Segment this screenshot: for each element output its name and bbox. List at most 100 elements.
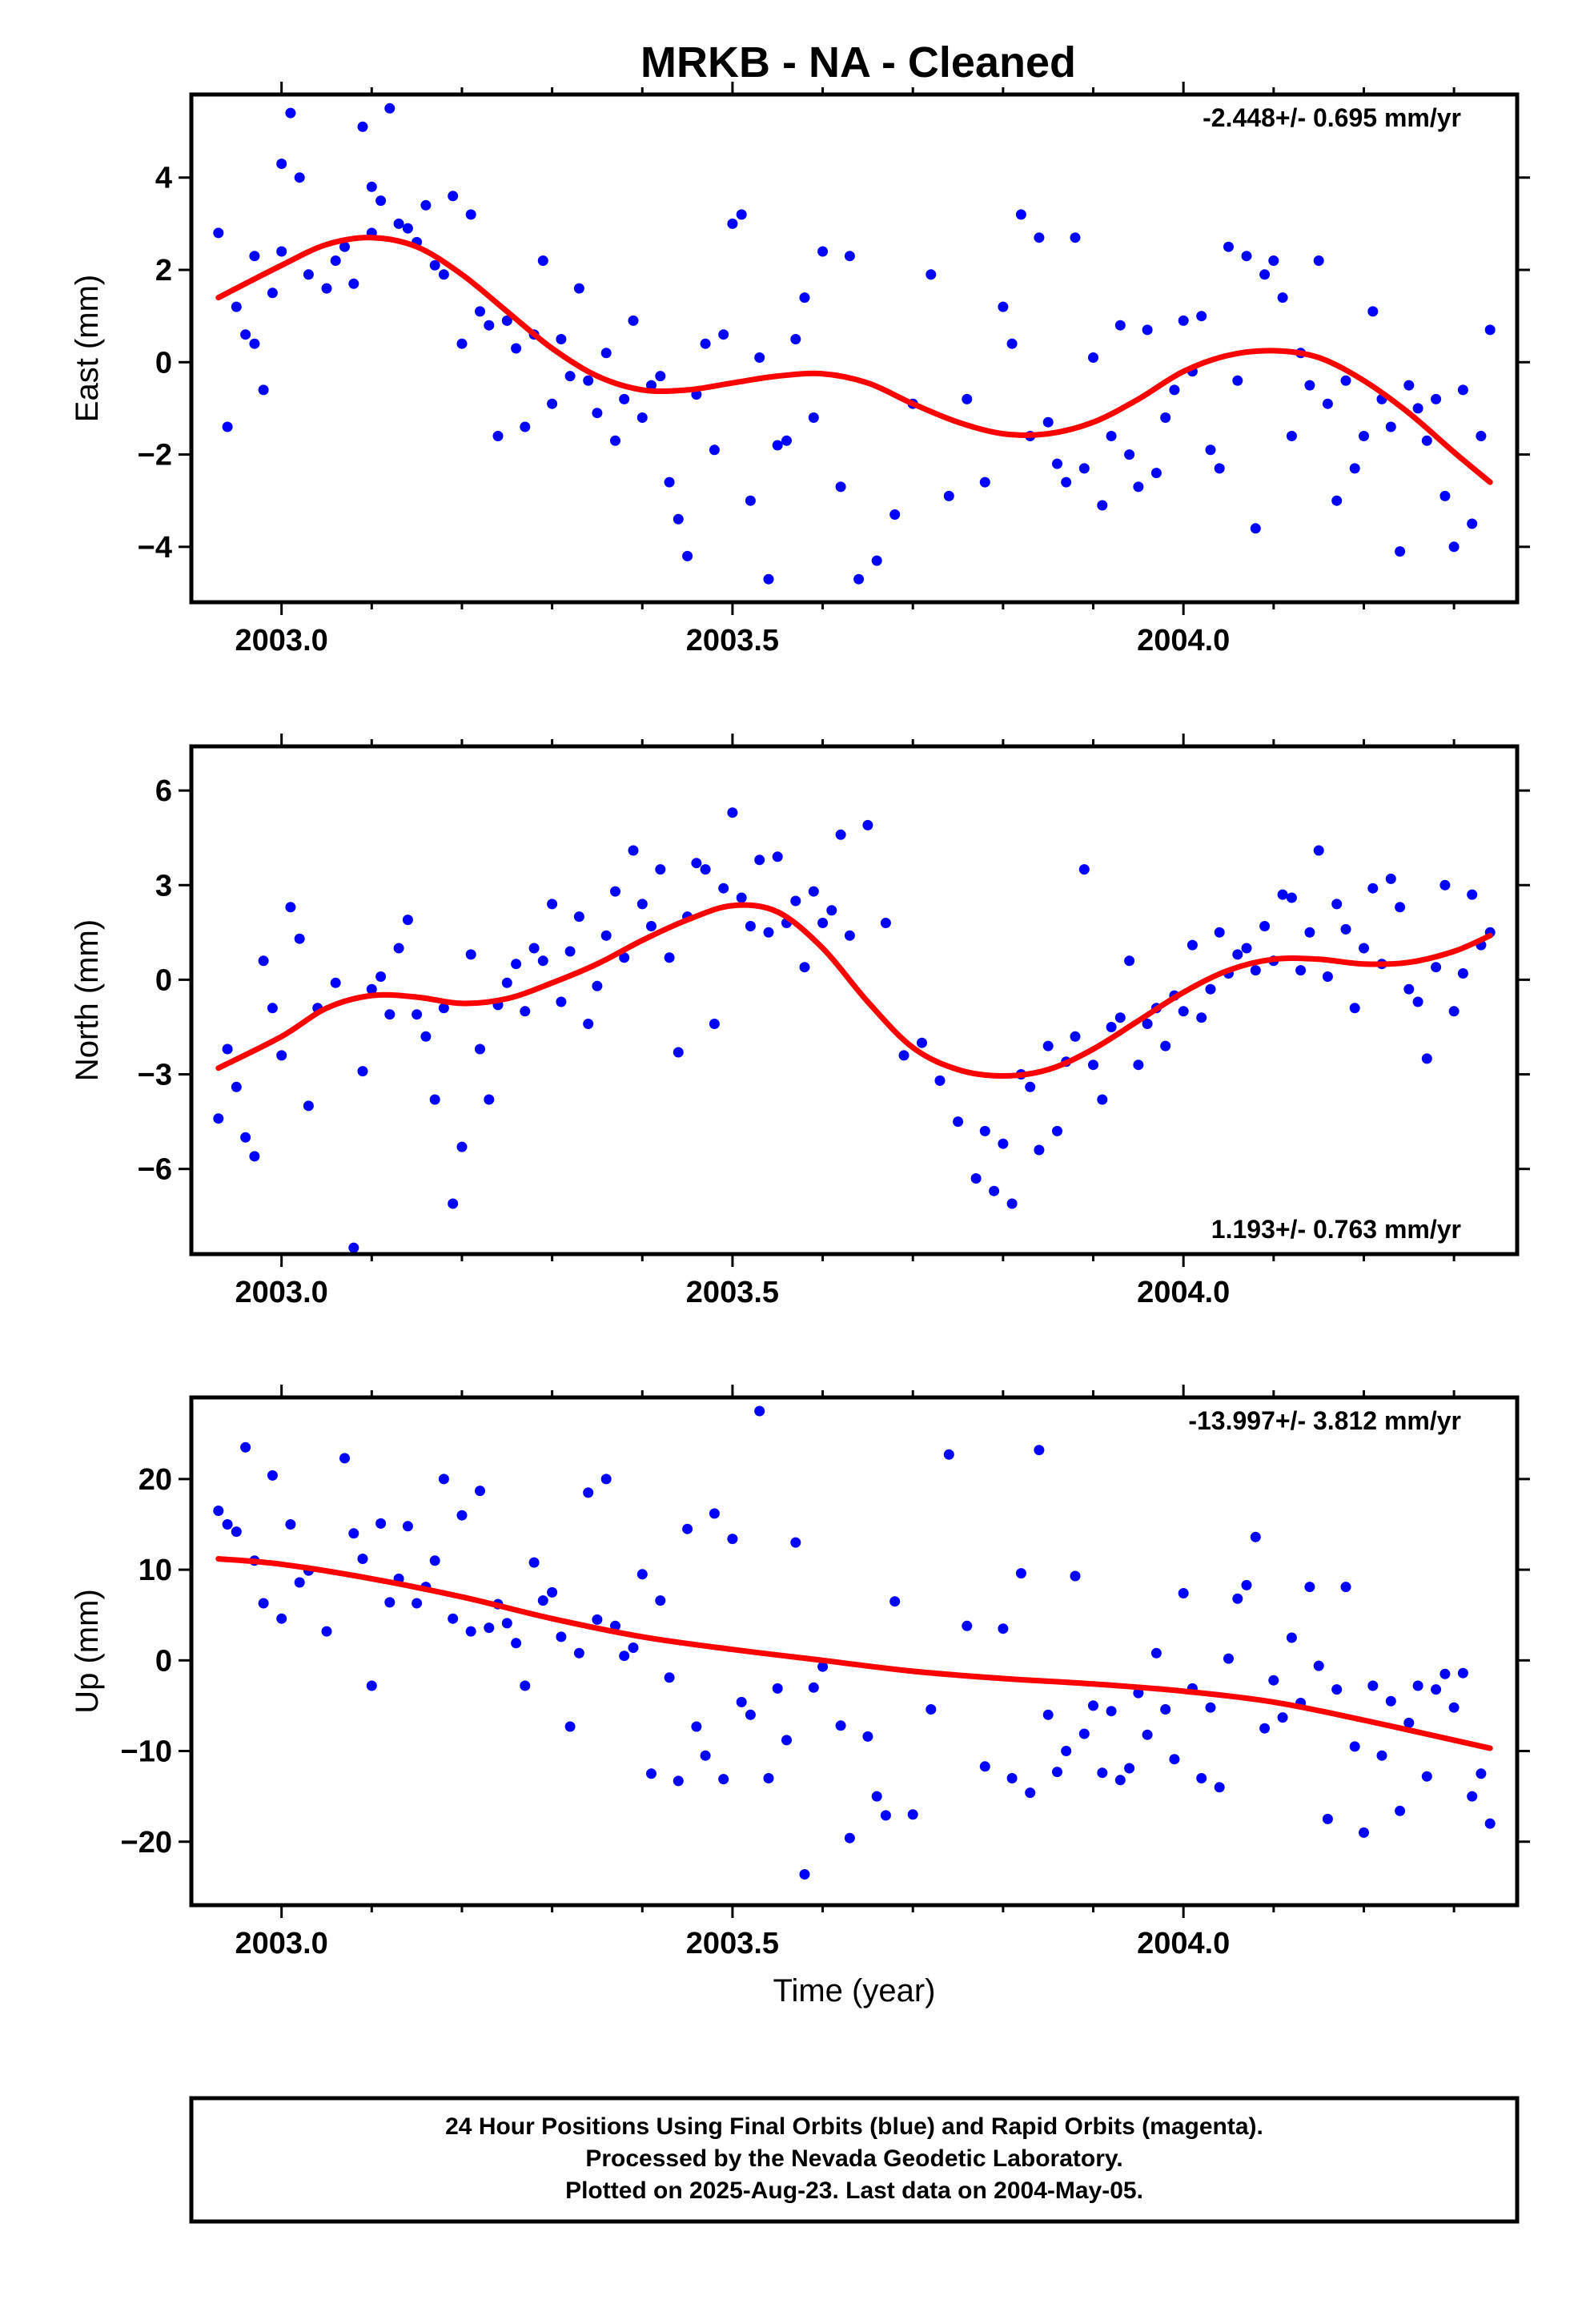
data-point <box>1214 927 1225 938</box>
x-tick-label: 2003.5 <box>686 624 779 657</box>
data-point <box>943 490 954 501</box>
data-point <box>673 1775 684 1787</box>
data-point <box>592 408 603 419</box>
data-point <box>537 955 548 967</box>
data-point <box>429 1555 440 1566</box>
x-tick-label: 2003.5 <box>686 1276 779 1309</box>
y-tick-label: −3 <box>138 1059 172 1092</box>
data-point <box>600 930 612 941</box>
data-point <box>628 315 639 326</box>
data-point <box>655 371 666 382</box>
data-point <box>384 1597 396 1608</box>
data-point <box>357 121 368 132</box>
data-point <box>475 1043 485 1055</box>
data-point <box>564 371 576 382</box>
data-point <box>808 886 819 897</box>
data-point <box>1457 384 1468 396</box>
data-point <box>438 1003 449 1014</box>
data-point <box>267 287 278 299</box>
data-point <box>1025 1787 1036 1799</box>
data-point <box>1106 1706 1117 1717</box>
data-point <box>1052 1125 1062 1136</box>
data-point <box>1196 1012 1207 1023</box>
data-point <box>1006 338 1018 349</box>
data-point <box>1421 1053 1432 1064</box>
data-point <box>1088 1700 1098 1711</box>
data-point <box>943 1449 954 1460</box>
data-point <box>664 1672 675 1683</box>
y-axis-label: North (mm) <box>70 919 105 1081</box>
data-point <box>475 306 485 317</box>
main-title: MRKB - NA - Cleaned <box>640 38 1076 86</box>
data-point <box>285 1519 296 1530</box>
data-point <box>1006 1773 1018 1783</box>
data-point <box>754 854 765 866</box>
footer-line-1: 24 Hour Positions Using Final Orbits (bl… <box>445 2113 1263 2140</box>
data-point <box>1042 1040 1054 1051</box>
data-point <box>1232 949 1243 960</box>
data-point <box>1313 255 1324 266</box>
data-point <box>1124 449 1135 460</box>
rate-annotation: 1.193+/- 0.763 mm/yr <box>1211 1215 1461 1244</box>
data-point <box>880 918 891 928</box>
data-point <box>1259 269 1271 280</box>
data-point <box>610 435 620 446</box>
data-point <box>294 933 305 944</box>
data-point <box>222 1043 233 1055</box>
data-point <box>592 980 603 991</box>
data-point <box>1395 902 1406 913</box>
data-point <box>1322 1813 1333 1824</box>
data-point <box>646 921 656 931</box>
data-point <box>1385 873 1396 884</box>
data-point <box>448 1613 459 1624</box>
x-tick-label: 2004.0 <box>1137 1927 1230 1960</box>
data-point <box>1322 398 1333 409</box>
data-point <box>1214 463 1225 474</box>
data-point <box>962 393 973 404</box>
data-point <box>1250 523 1261 534</box>
footer-box: 24 Hour Positions Using Final Orbits (bl… <box>189 2096 1520 2224</box>
data-point <box>348 278 359 289</box>
y-tick-label: 20 <box>139 1463 172 1497</box>
data-point <box>745 1709 756 1720</box>
data-point <box>1250 965 1261 976</box>
data-point <box>790 895 801 907</box>
data-point <box>962 1620 973 1631</box>
fit-curve <box>215 1556 1493 1751</box>
plot-area <box>213 1405 1496 1880</box>
data-point <box>926 1704 937 1715</box>
data-point <box>348 1242 359 1253</box>
data-point <box>998 1138 1009 1149</box>
data-point <box>592 1614 603 1625</box>
y-tick-label: −6 <box>138 1153 172 1187</box>
data-point <box>979 476 990 488</box>
data-point <box>249 338 260 349</box>
x-tick-label: 2003.5 <box>686 1927 779 1960</box>
chart-panel-2: 2003.0 2003.5 2004.0 6 3 0 −3 −6 North (mm) 1.193… <box>70 734 1530 1309</box>
data-point <box>1015 1568 1026 1579</box>
data-point <box>456 338 468 349</box>
data-point <box>1097 1767 1108 1779</box>
data-point <box>1313 1660 1324 1671</box>
data-point <box>655 1595 666 1606</box>
data-point <box>1322 971 1333 982</box>
y-tick-label: 0 <box>155 963 172 997</box>
data-point <box>1385 1695 1396 1707</box>
data-point <box>1061 1746 1072 1756</box>
data-point <box>1448 541 1460 553</box>
data-point <box>646 1768 656 1779</box>
data-point <box>1124 955 1135 967</box>
data-point <box>799 292 810 304</box>
data-point <box>240 329 251 340</box>
data-point <box>1431 393 1442 404</box>
data-point <box>1349 1741 1360 1752</box>
data-point <box>1359 943 1369 954</box>
data-point <box>799 1869 810 1880</box>
data-point <box>1412 1680 1423 1691</box>
data-point <box>1476 1768 1487 1779</box>
data-point <box>484 1622 495 1634</box>
data-point <box>1349 463 1360 474</box>
data-point <box>384 103 396 114</box>
data-point <box>1034 1445 1045 1456</box>
